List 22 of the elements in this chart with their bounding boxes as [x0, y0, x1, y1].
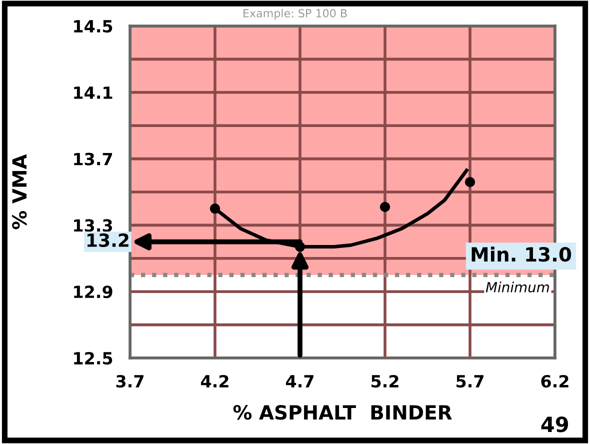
x-tick-label: 4.2	[200, 374, 228, 388]
y-tick-label: 14.5	[74, 20, 112, 33]
y-tick-label: 13.7	[74, 152, 112, 166]
ref-line-label: Minimum	[486, 282, 549, 292]
x-tick-label: 6.2	[541, 374, 568, 388]
text: 49	[541, 416, 568, 432]
text: Example: SP 100 B	[244, 8, 347, 20]
x-axis-title: % ASPHALT BINDER	[233, 405, 452, 420]
x-tick-label: 5.2	[372, 374, 398, 388]
point	[464, 176, 476, 188]
y-tick-label: 13.3	[74, 219, 112, 232]
y-tick-label: 14.1	[74, 86, 112, 99]
point	[380, 202, 390, 212]
point	[210, 204, 220, 214]
x-tick-label: 4.7	[286, 375, 314, 388]
y-tick-label: 12.5	[74, 352, 112, 365]
annotation: 13.2	[87, 233, 128, 248]
x-tick-label: 5.7	[456, 375, 484, 388]
x-tick-label: 3.7	[116, 374, 144, 388]
annotation: Min. 13.0	[472, 246, 572, 262]
y-axis-title: % VMA	[12, 154, 27, 230]
y-tick-label: 12.9	[74, 286, 112, 298]
